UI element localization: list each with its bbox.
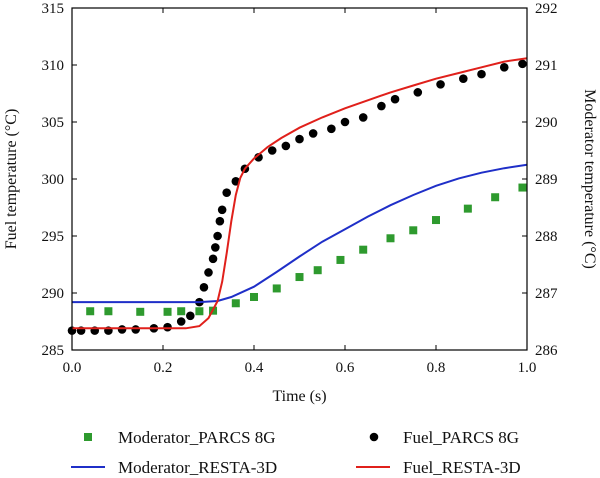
- data-point-moderator-parcs-8g: [518, 183, 527, 192]
- data-point-fuel-parcs-8g: [295, 134, 304, 144]
- legend-marker: [84, 433, 92, 441]
- legend-label: Fuel_PARCS 8G: [403, 428, 519, 447]
- data-point-moderator-parcs-8g: [336, 255, 345, 264]
- legend: Moderator_PARCS 8G Fuel_PARCS 8G Moderator…: [71, 428, 521, 477]
- series-moderator-resta-3d: [72, 163, 528, 304]
- data-point-fuel-parcs-8g: [213, 231, 222, 241]
- data-point-moderator-parcs-8g: [104, 307, 113, 316]
- data-point-fuel-parcs-8g: [176, 317, 186, 326]
- legend-label: Moderator_PARCS 8G: [118, 428, 276, 447]
- axes: 0.0 0.2 0.4 0.6 0.8 1.0 285 290 295 300 305 310 315 2…: [42, 1, 559, 376]
- right-y-tick-label: 292: [535, 1, 558, 17]
- data-point-fuel-parcs-8g: [459, 74, 468, 83]
- data-point-fuel-parcs-8g: [477, 69, 486, 79]
- left-y-axis-title: Fuel temperature (°C): [3, 109, 20, 250]
- data-point-fuel-parcs-8g: [413, 88, 423, 97]
- data-point-moderator-parcs-8g: [359, 245, 368, 254]
- legend-label: Fuel_RESTA-3D: [403, 458, 521, 477]
- x-tick-label: 1.0: [518, 360, 537, 376]
- data-point-fuel-parcs-8g: [308, 129, 318, 138]
- right-y-tick-label: 290: [535, 115, 558, 131]
- data-point-moderator-parcs-8g: [409, 226, 418, 235]
- right-y-tick-label: 288: [535, 229, 558, 245]
- data-point-fuel-parcs-8g: [377, 101, 386, 111]
- x-tick-label: 0.8: [427, 360, 446, 376]
- data-point-moderator-parcs-8g: [195, 307, 204, 316]
- data-point-fuel-parcs-8g: [217, 205, 227, 215]
- legend-item-fuel-resta-3d: Fuel_RESTA-3D: [356, 458, 521, 477]
- data-point-moderator-parcs-8g: [177, 307, 186, 316]
- data-point-moderator-parcs-8g: [272, 284, 281, 293]
- data-point-fuel-parcs-8g: [340, 117, 350, 127]
- right-y-tick-label: 289: [535, 172, 558, 188]
- data-point-fuel-parcs-8g: [222, 188, 231, 197]
- data-point-moderator-parcs-8g: [136, 307, 145, 316]
- series-line-moderator-resta-3d: [72, 163, 528, 304]
- legend-item-moderator-parcs-8g: Moderator_PARCS 8G: [84, 428, 276, 447]
- left-y-tick-label: 295: [42, 229, 65, 245]
- data-point-fuel-parcs-8g: [215, 216, 225, 226]
- left-y-tick-label: 315: [42, 1, 65, 17]
- x-tick-label: 0.2: [154, 360, 173, 376]
- data-point-fuel-parcs-8g: [499, 62, 509, 72]
- data-point-moderator-parcs-8g: [295, 273, 304, 282]
- data-point-moderator-parcs-8g: [313, 266, 322, 275]
- data-point-fuel-parcs-8g: [186, 311, 195, 321]
- data-point-fuel-parcs-8g: [358, 113, 368, 122]
- data-point-fuel-parcs-8g: [390, 94, 400, 104]
- left-y-tick-label: 300: [42, 172, 65, 188]
- x-tick-label: 0.0: [63, 360, 82, 376]
- series-fuel-resta-3d: [72, 57, 528, 330]
- x-tick-label: 0.6: [336, 360, 355, 376]
- series-fuel-parcs-8g: [67, 59, 527, 335]
- data-point-moderator-parcs-8g: [432, 216, 440, 225]
- left-y-tick-label: 290: [42, 286, 65, 302]
- left-y-tick-label: 310: [42, 58, 65, 74]
- data-point-fuel-parcs-8g: [208, 254, 218, 264]
- data-point-fuel-parcs-8g: [518, 59, 527, 69]
- plot-marks: [67, 57, 528, 335]
- x-tick-label: 0.4: [245, 360, 264, 376]
- data-point-moderator-parcs-8g: [491, 193, 500, 202]
- data-point-moderator-parcs-8g: [231, 299, 240, 308]
- data-point-fuel-parcs-8g: [117, 325, 127, 334]
- data-point-fuel-parcs-8g: [131, 325, 140, 334]
- data-point-fuel-parcs-8g: [267, 146, 277, 155]
- data-point-fuel-parcs-8g: [211, 243, 220, 252]
- data-point-fuel-parcs-8g: [204, 268, 213, 277]
- data-point-fuel-parcs-8g: [163, 322, 172, 332]
- data-point-fuel-parcs-8g: [281, 141, 291, 151]
- data-point-moderator-parcs-8g: [463, 204, 472, 213]
- data-point-fuel-parcs-8g: [327, 124, 336, 134]
- legend-label: Moderator_RESTA-3D: [118, 458, 277, 477]
- data-point-fuel-parcs-8g: [199, 283, 209, 292]
- data-point-moderator-parcs-8g: [163, 307, 172, 316]
- data-point-moderator-parcs-8g: [86, 307, 95, 316]
- data-point-moderator-parcs-8g: [386, 234, 395, 243]
- right-y-tick-label: 287: [535, 286, 558, 302]
- x-axis-title: Time (s): [272, 388, 326, 405]
- left-y-tick-label: 285: [42, 343, 65, 359]
- legend-item-moderator-resta-3d: Moderator_RESTA-3D: [71, 458, 277, 477]
- series-moderator-parcs-8g: [86, 183, 527, 316]
- right-y-tick-label: 286: [535, 343, 558, 359]
- right-y-tick-label: 291: [535, 58, 558, 74]
- data-point-fuel-parcs-8g: [436, 80, 445, 89]
- series-line-fuel-resta-3d: [72, 57, 528, 330]
- left-y-tick-label: 305: [42, 115, 65, 131]
- right-y-axis-title: Moderator temperature (°C): [581, 89, 598, 269]
- legend-marker: [369, 432, 379, 442]
- legend-item-fuel-parcs-8g: Fuel_PARCS 8G: [369, 428, 519, 447]
- data-point-moderator-parcs-8g: [250, 292, 258, 301]
